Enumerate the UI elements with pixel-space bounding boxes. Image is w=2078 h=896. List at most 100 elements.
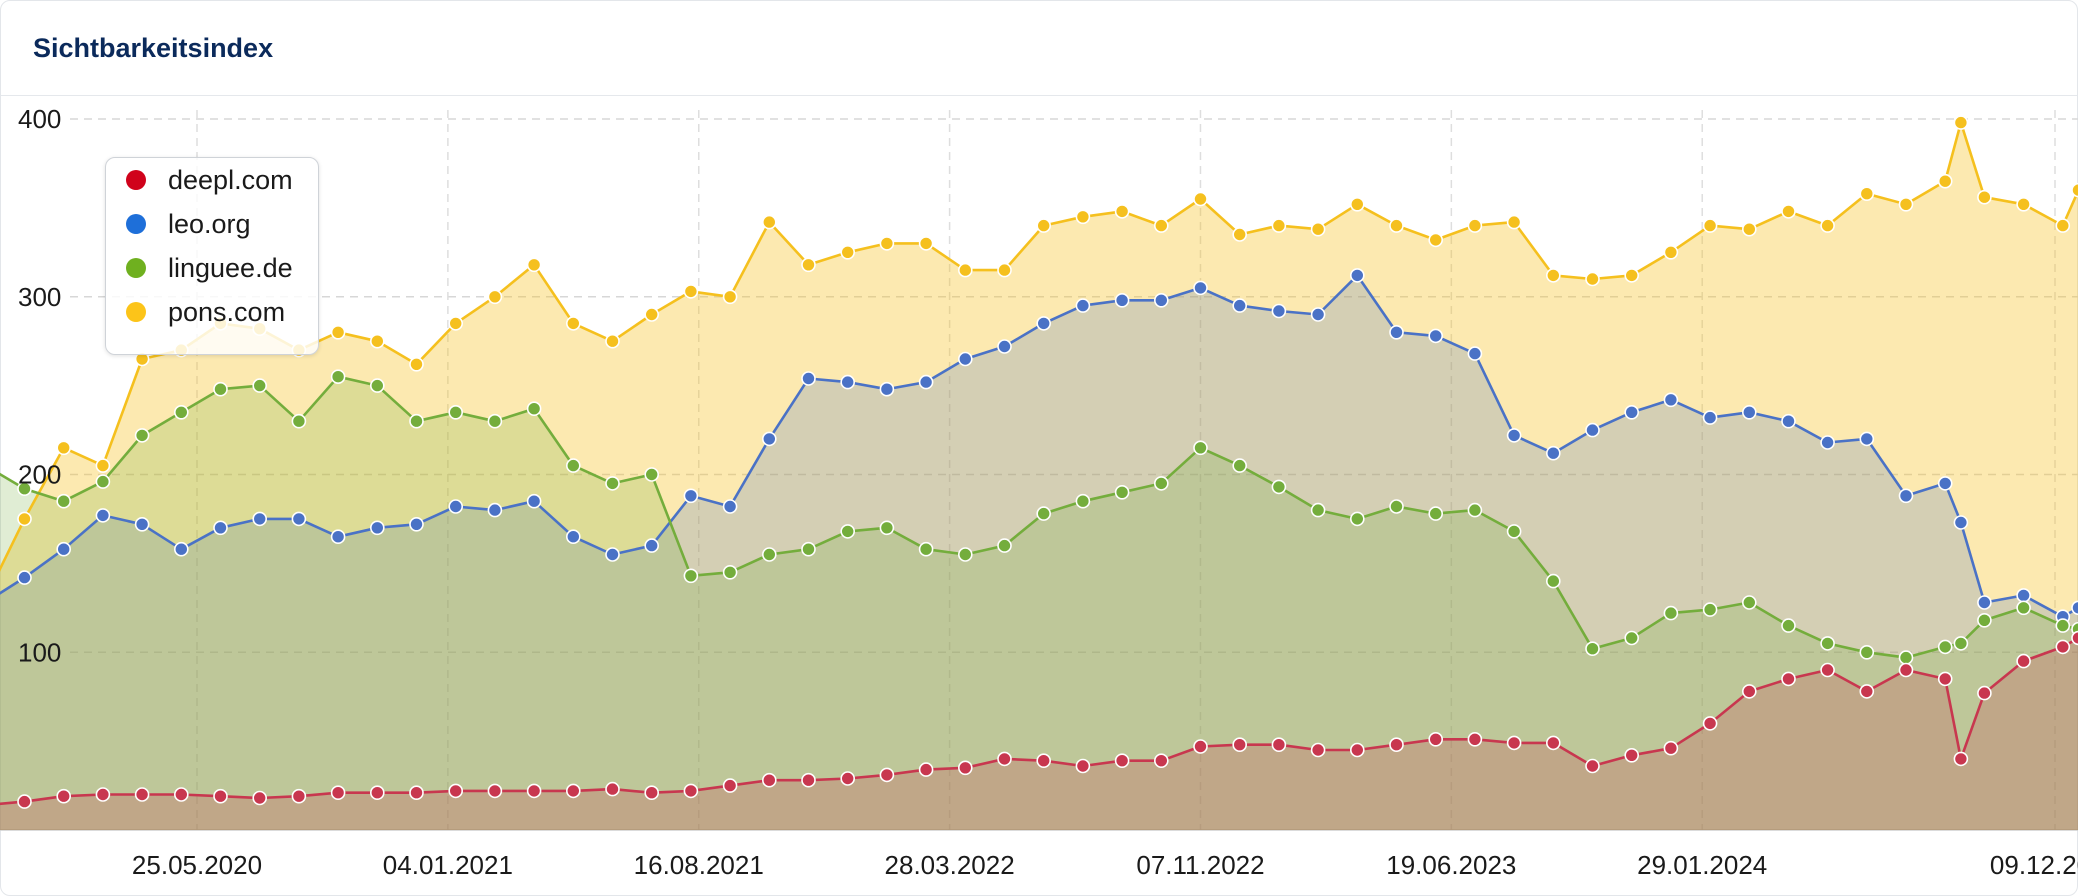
data-point[interactable]	[2016, 588, 2031, 603]
data-point[interactable]	[213, 381, 228, 397]
data-point[interactable]	[369, 520, 385, 536]
data-point[interactable]	[291, 511, 307, 527]
data-point[interactable]	[448, 316, 464, 331]
data-point[interactable]	[1036, 218, 1051, 233]
data-point[interactable]	[1585, 271, 1600, 287]
data-point[interactable]	[957, 547, 973, 562]
data-point[interactable]	[134, 428, 150, 443]
data-point[interactable]	[918, 374, 934, 390]
data-point[interactable]	[683, 488, 699, 504]
data-point[interactable]	[801, 541, 816, 557]
data-point[interactable]	[1154, 292, 1169, 308]
data-point[interactable]	[722, 289, 738, 305]
data-point[interactable]	[1036, 316, 1051, 331]
data-point[interactable]	[1898, 197, 1914, 212]
data-point[interactable]	[1428, 328, 1443, 344]
data-point[interactable]	[1271, 303, 1287, 319]
data-point[interactable]	[1114, 753, 1130, 769]
data-point[interactable]	[1389, 737, 1404, 753]
data-point[interactable]	[291, 788, 307, 804]
data-point[interactable]	[840, 771, 856, 786]
data-point[interactable]	[448, 783, 464, 799]
data-point[interactable]	[1546, 268, 1561, 283]
data-point[interactable]	[1898, 650, 1914, 665]
data-point[interactable]	[840, 374, 856, 390]
data-point[interactable]	[565, 529, 581, 545]
data-point[interactable]	[1350, 511, 1365, 527]
data-point[interactable]	[56, 788, 72, 804]
data-point[interactable]	[1953, 515, 1969, 530]
legend-item-deepl[interactable]: deepl.com	[106, 158, 318, 202]
legend-item-linguee[interactable]: linguee.de	[106, 246, 318, 290]
data-point[interactable]	[1389, 499, 1404, 514]
data-point[interactable]	[2016, 197, 2031, 212]
data-point[interactable]	[1898, 488, 1914, 504]
data-point[interactable]	[1232, 737, 1247, 753]
data-point[interactable]	[1310, 502, 1326, 518]
data-point[interactable]	[1977, 612, 1992, 628]
data-point[interactable]	[1585, 422, 1600, 438]
data-point[interactable]	[487, 413, 503, 429]
data-point[interactable]	[683, 783, 699, 799]
data-point[interactable]	[1624, 404, 1639, 420]
data-point[interactable]	[1859, 684, 1875, 699]
data-point[interactable]	[134, 787, 150, 802]
data-point[interactable]	[1937, 173, 1953, 189]
data-point[interactable]	[957, 351, 973, 367]
data-point[interactable]	[1114, 484, 1130, 500]
data-point[interactable]	[526, 401, 542, 417]
data-point[interactable]	[1937, 639, 1953, 655]
data-point[interactable]	[1546, 735, 1561, 751]
data-point[interactable]	[2071, 600, 2078, 616]
data-point[interactable]	[1467, 731, 1483, 747]
data-point[interactable]	[997, 262, 1012, 278]
data-point[interactable]	[409, 785, 424, 801]
data-point[interactable]	[1624, 747, 1639, 763]
data-point[interactable]	[1585, 758, 1600, 774]
data-point[interactable]	[174, 541, 189, 557]
data-point[interactable]	[1389, 218, 1404, 233]
data-point[interactable]	[1781, 413, 1796, 429]
data-point[interactable]	[369, 333, 385, 349]
data-point[interactable]	[1506, 524, 1522, 539]
data-point[interactable]	[1742, 404, 1757, 420]
data-point[interactable]	[1977, 595, 1992, 610]
data-point[interactable]	[330, 785, 346, 801]
data-point[interactable]	[1820, 662, 1835, 678]
data-point[interactable]	[1702, 410, 1718, 425]
data-point[interactable]	[95, 508, 111, 523]
legend-item-pons[interactable]: pons.com	[106, 290, 318, 334]
data-point[interactable]	[1232, 298, 1247, 313]
data-point[interactable]	[565, 316, 581, 331]
data-point[interactable]	[526, 493, 542, 509]
data-point[interactable]	[1898, 662, 1914, 678]
data-point[interactable]	[1781, 671, 1796, 687]
data-point[interactable]	[448, 404, 464, 420]
data-point[interactable]	[1271, 218, 1287, 233]
data-point[interactable]	[801, 257, 816, 273]
data-point[interactable]	[1154, 476, 1169, 491]
data-point[interactable]	[369, 785, 385, 801]
legend-item-leo[interactable]: leo.org	[106, 202, 318, 246]
data-point[interactable]	[1937, 476, 1953, 491]
data-point[interactable]	[56, 440, 72, 456]
data-point[interactable]	[879, 381, 895, 397]
data-point[interactable]	[1624, 268, 1639, 283]
data-point[interactable]	[1859, 431, 1875, 447]
data-point[interactable]	[1820, 218, 1835, 233]
data-point[interactable]	[1075, 209, 1091, 225]
data-point[interactable]	[17, 481, 32, 497]
data-point[interactable]	[1953, 636, 1969, 651]
data-point[interactable]	[957, 262, 973, 278]
data-point[interactable]	[1467, 218, 1483, 233]
data-point[interactable]	[2055, 618, 2071, 633]
data-point[interactable]	[1350, 268, 1365, 283]
data-point[interactable]	[840, 245, 856, 260]
data-point[interactable]	[918, 762, 934, 777]
data-point[interactable]	[761, 431, 777, 447]
data-point[interactable]	[761, 547, 777, 562]
data-point[interactable]	[2055, 639, 2071, 655]
data-point[interactable]	[95, 787, 111, 802]
data-point[interactable]	[448, 499, 464, 514]
data-point[interactable]	[879, 236, 895, 251]
